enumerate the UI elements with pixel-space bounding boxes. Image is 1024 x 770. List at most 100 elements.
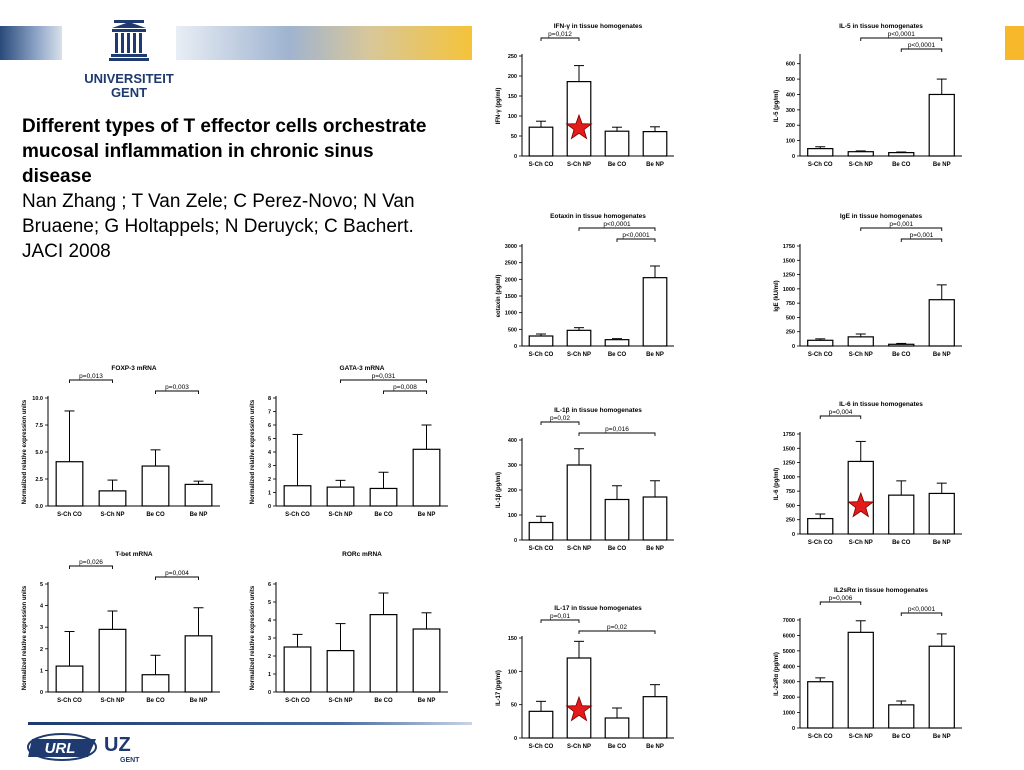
x-tick-label: Be CO — [146, 698, 165, 704]
bar — [807, 339, 834, 347]
y-tick-label: 600 — [786, 62, 795, 68]
y-tick-label: 2500 — [505, 261, 517, 267]
x-tick-label: Be CO — [892, 352, 911, 358]
y-tick-label: 200 — [508, 488, 517, 494]
x-tick-label: Be CO — [608, 546, 627, 552]
p-value-label: p=0,013 — [79, 373, 103, 380]
p-value-label: p=0,008 — [393, 384, 417, 391]
significance-bracket — [155, 390, 199, 394]
y-tick-label: 2000 — [783, 695, 795, 701]
bar — [642, 277, 668, 347]
x-tick-label: Be NP — [646, 744, 664, 750]
red-star-icon — [847, 491, 875, 518]
bar — [847, 151, 874, 157]
red-star-icon — [565, 113, 593, 140]
p-value-label: p=0,016 — [605, 426, 629, 433]
bar — [928, 492, 955, 535]
chart-il2sra: IL2sRα in tissue homogenates IL-2sRα (pg/… — [770, 584, 970, 744]
y-tick-label: 1500 — [505, 294, 517, 300]
x-tick-label: Be NP — [646, 546, 664, 552]
y-tick-label: 1500 — [783, 446, 795, 452]
bar — [98, 628, 127, 693]
bar — [888, 343, 915, 347]
y-tick-label: 100 — [508, 114, 517, 120]
y-axis-label: eotaxin (pg/ml) — [496, 275, 502, 318]
bar — [412, 448, 441, 507]
x-tick-label: S-Ch NP — [329, 512, 353, 518]
p-value-label: p<0,0001 — [888, 31, 916, 38]
x-tick-label: Be NP — [646, 352, 664, 358]
chart-il1b: IL-1β in tissue homogenates IL-1β (pg/ml)… — [492, 404, 682, 556]
significance-bracket — [578, 432, 656, 436]
y-tick-label: 0.0 — [35, 504, 43, 510]
x-tick-label: S-Ch CO — [529, 162, 554, 168]
y-tick-label: 2 — [268, 477, 271, 483]
x-tick-label: Be NP — [418, 698, 436, 704]
y-tick-label: 500 — [786, 77, 795, 83]
significance-bracket — [819, 601, 862, 605]
x-tick-label: S-Ch CO — [808, 162, 833, 168]
chart-title: Eotaxin in tissue homogenates — [550, 213, 646, 220]
bar — [369, 613, 398, 693]
y-axis-label: IL-5 (pg/ml) — [774, 90, 780, 122]
uz-gent-logo: UZ GENT — [102, 731, 144, 765]
logo-text-line2: GENT — [110, 85, 148, 100]
p-value-label: p=0,012 — [548, 31, 572, 38]
bar — [326, 486, 355, 507]
x-tick-label: S-Ch NP — [849, 162, 873, 168]
y-tick-label: 300 — [786, 108, 795, 114]
chart-foxp3: FOXP-3 mRNA Normalized relative expressio… — [18, 362, 228, 522]
header-accent-tab — [1005, 26, 1024, 60]
p-value-label: p=0,004 — [829, 409, 853, 416]
y-tick-label: 500 — [508, 327, 517, 333]
x-tick-label: Be NP — [418, 512, 436, 518]
y-axis-label: IL-6 (pg/ml) — [774, 468, 780, 500]
y-tick-label: 500 — [786, 503, 795, 509]
bar — [141, 465, 170, 507]
chart-eotaxin: Eotaxin in tissue homogenates eotaxin (pg… — [492, 210, 682, 362]
x-tick-label: S-Ch CO — [529, 546, 554, 552]
bar — [928, 93, 955, 157]
chart-title: FOXP-3 mRNA — [111, 365, 156, 372]
y-tick-label: 0 — [268, 690, 271, 696]
y-tick-label: 2 — [268, 654, 271, 660]
y-tick-label: 0 — [514, 736, 517, 742]
uz-logo-sub: GENT — [120, 757, 140, 764]
bar — [888, 704, 915, 729]
significance-bracket — [819, 415, 862, 419]
significance-bracket — [69, 379, 113, 383]
p-value-label: p=0,001 — [889, 221, 913, 228]
bar — [642, 496, 668, 541]
y-tick-label: 7000 — [783, 618, 795, 624]
x-tick-label: Be NP — [933, 734, 951, 740]
y-tick-label: 150 — [508, 94, 517, 100]
bar — [847, 631, 874, 729]
chart-ifn-gamma: IFN-γ in tissue homogenates IFN-γ (pg/ml)… — [492, 20, 682, 172]
y-tick-label: 6 — [268, 423, 271, 429]
y-tick-label: 3000 — [783, 680, 795, 686]
significance-bracket — [69, 565, 113, 569]
significance-bracket — [616, 238, 656, 242]
y-tick-label: 4 — [268, 450, 272, 456]
chart-gata3: GATA-3 mRNA Normalized relative expressio… — [246, 362, 456, 522]
y-tick-label: 8 — [268, 396, 271, 402]
x-tick-label: Be NP — [190, 512, 208, 518]
significance-bracket — [383, 390, 427, 394]
x-tick-label: Be CO — [146, 512, 165, 518]
chart-il5: IL-5 in tissue homogenates IL-5 (pg/ml) 0 1… — [770, 20, 970, 172]
significance-bracket — [860, 227, 943, 231]
footer-divider — [28, 722, 472, 725]
bar — [888, 152, 915, 157]
x-tick-label: Be NP — [933, 540, 951, 546]
y-tick-label: 1000 — [783, 711, 795, 717]
y-tick-label: 250 — [508, 54, 517, 60]
y-tick-label: 7 — [268, 410, 271, 416]
significance-bracket — [540, 421, 580, 425]
y-tick-label: 3 — [268, 636, 271, 642]
url-logo: URL — [26, 731, 100, 765]
x-tick-label: S-Ch NP — [567, 744, 591, 750]
y-tick-label: 3 — [268, 464, 271, 470]
p-value-label: p=0,003 — [165, 384, 189, 391]
x-tick-label: S-Ch NP — [567, 352, 591, 358]
y-tick-label: 0 — [268, 504, 271, 510]
